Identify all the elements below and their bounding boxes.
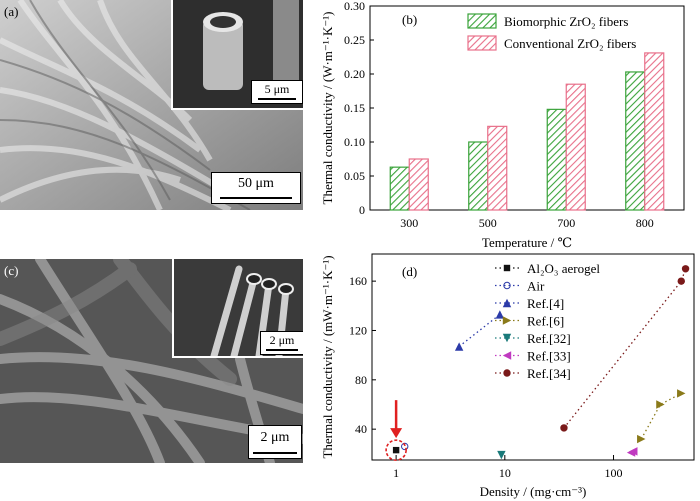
bar-biomorphic — [625, 71, 646, 211]
x-tick-label: 300 — [400, 216, 418, 230]
x-tick-label: 100 — [605, 466, 623, 480]
bar-biomorphic — [546, 108, 567, 211]
point-ref-6 — [637, 434, 646, 444]
legend-marker — [503, 369, 511, 377]
bar-conventional — [565, 83, 586, 211]
point-ref-32 — [497, 450, 506, 460]
sem-image-a: (a) 5 μm 50 μm — [0, 0, 303, 210]
point-ref-34 — [681, 265, 690, 273]
inset-scale-c: 2 μm — [260, 331, 303, 355]
y-tick-label: 40 — [355, 422, 367, 436]
sem-inset-a: 5 μm — [171, 0, 303, 110]
legend-marker — [503, 281, 511, 290]
bar-conventional — [408, 158, 429, 211]
point-ref-34 — [677, 277, 685, 285]
y-tick-label: 0 — [359, 203, 365, 217]
sem-image-c: (c) 2 μm 2 μm — [0, 259, 303, 463]
point-ref-4 — [454, 342, 464, 351]
series-line-ref-6 — [640, 392, 682, 440]
point-air — [401, 442, 409, 451]
main-scale-c: 2 μm — [248, 425, 302, 459]
legend-label: Ref.[4] — [527, 296, 564, 311]
y-tick-label: 160 — [349, 274, 367, 288]
panel-label-c: (c) — [4, 263, 19, 278]
y-tick-label: 0.10 — [344, 135, 365, 149]
y-tick-label: 120 — [349, 323, 367, 337]
legend-label: Al₂O₃ aerogel — [527, 261, 600, 276]
main-scale-a: 50 μm — [211, 172, 301, 204]
x-tick-label: 10 — [499, 466, 511, 480]
y-tick-label: 0.20 — [344, 67, 365, 81]
legend-swatch — [467, 35, 497, 51]
y-tick-label: 80 — [355, 373, 367, 387]
legend-label: Ref.[34] — [527, 366, 571, 381]
legend-label: Conventional ZrO₂ fibers — [504, 36, 636, 51]
legend-marker — [503, 264, 511, 272]
point-ref-4 — [495, 310, 505, 319]
legend-marker — [502, 316, 512, 325]
bar-conventional — [487, 125, 508, 211]
highlight-arrow-head — [390, 428, 403, 439]
legend-marker — [502, 333, 512, 343]
series-line-ref-4 — [458, 313, 501, 348]
highlight-circle — [385, 439, 407, 461]
x-axis-title: Temperature / ℃ — [482, 235, 572, 250]
legend-label: Ref.[6] — [527, 314, 564, 329]
legend-label: Biomorphic ZrO₂ fibers — [504, 14, 628, 29]
panel-label-b: (b) — [402, 12, 417, 27]
x-tick-label: 800 — [636, 216, 654, 230]
inset-scale-a: 5 μm — [251, 80, 303, 104]
legend-label: Ref.[32] — [527, 331, 571, 346]
point-al-o-aerogel — [392, 446, 400, 454]
hollow-fiber-icon — [203, 0, 299, 90]
y-axis-title: Thermal conductivity / (mW·m⁻¹·K⁻¹) — [320, 255, 335, 458]
x-axis-title: Density / (mg·cm⁻³) — [480, 484, 587, 499]
x-tick-label: 1 — [393, 466, 399, 480]
point-ref-33 — [629, 447, 638, 456]
point-ref-6 — [656, 400, 665, 409]
sem-inset-c: 2 μm — [172, 259, 303, 360]
y-tick-label: 0.15 — [344, 101, 365, 115]
legend-label: Ref.[33] — [527, 349, 571, 364]
x-tick-label: 700 — [557, 216, 575, 230]
bar-biomorphic — [389, 166, 410, 211]
bar-conventional — [644, 52, 665, 211]
legend-marker — [502, 298, 512, 308]
point-ref-6 — [677, 389, 686, 398]
bar-biomorphic — [468, 141, 489, 211]
legend-label: Air — [527, 279, 545, 294]
y-tick-label: 0.05 — [344, 169, 365, 183]
y-tick-label: 0.30 — [344, 0, 365, 13]
bar-chart-thermal-conductivity: 0 0.05 0.10 0.15 0.20 0.25 0.30 300 500 700 800 Tem… — [320, 0, 685, 250]
panel-label-d: (d) — [402, 264, 417, 279]
series-line-ref-34 — [563, 268, 687, 429]
y-axis-title: Thermal conductivity / (W·m⁻¹·K⁻¹) — [320, 12, 335, 205]
panel-label-a: (a) — [4, 4, 19, 19]
point-ref-34 — [560, 424, 568, 432]
y-tick-label: 0.25 — [344, 33, 365, 47]
plot-frame — [371, 253, 695, 461]
legend-swatch — [467, 13, 497, 29]
x-tick-label: 500 — [479, 216, 497, 230]
scatter-chart-thermal-conductivity-density: 40 80 120 160 1 10 100 Density / (mg·cm⁻³) Therm… — [320, 253, 695, 499]
legend-marker — [502, 351, 512, 360]
